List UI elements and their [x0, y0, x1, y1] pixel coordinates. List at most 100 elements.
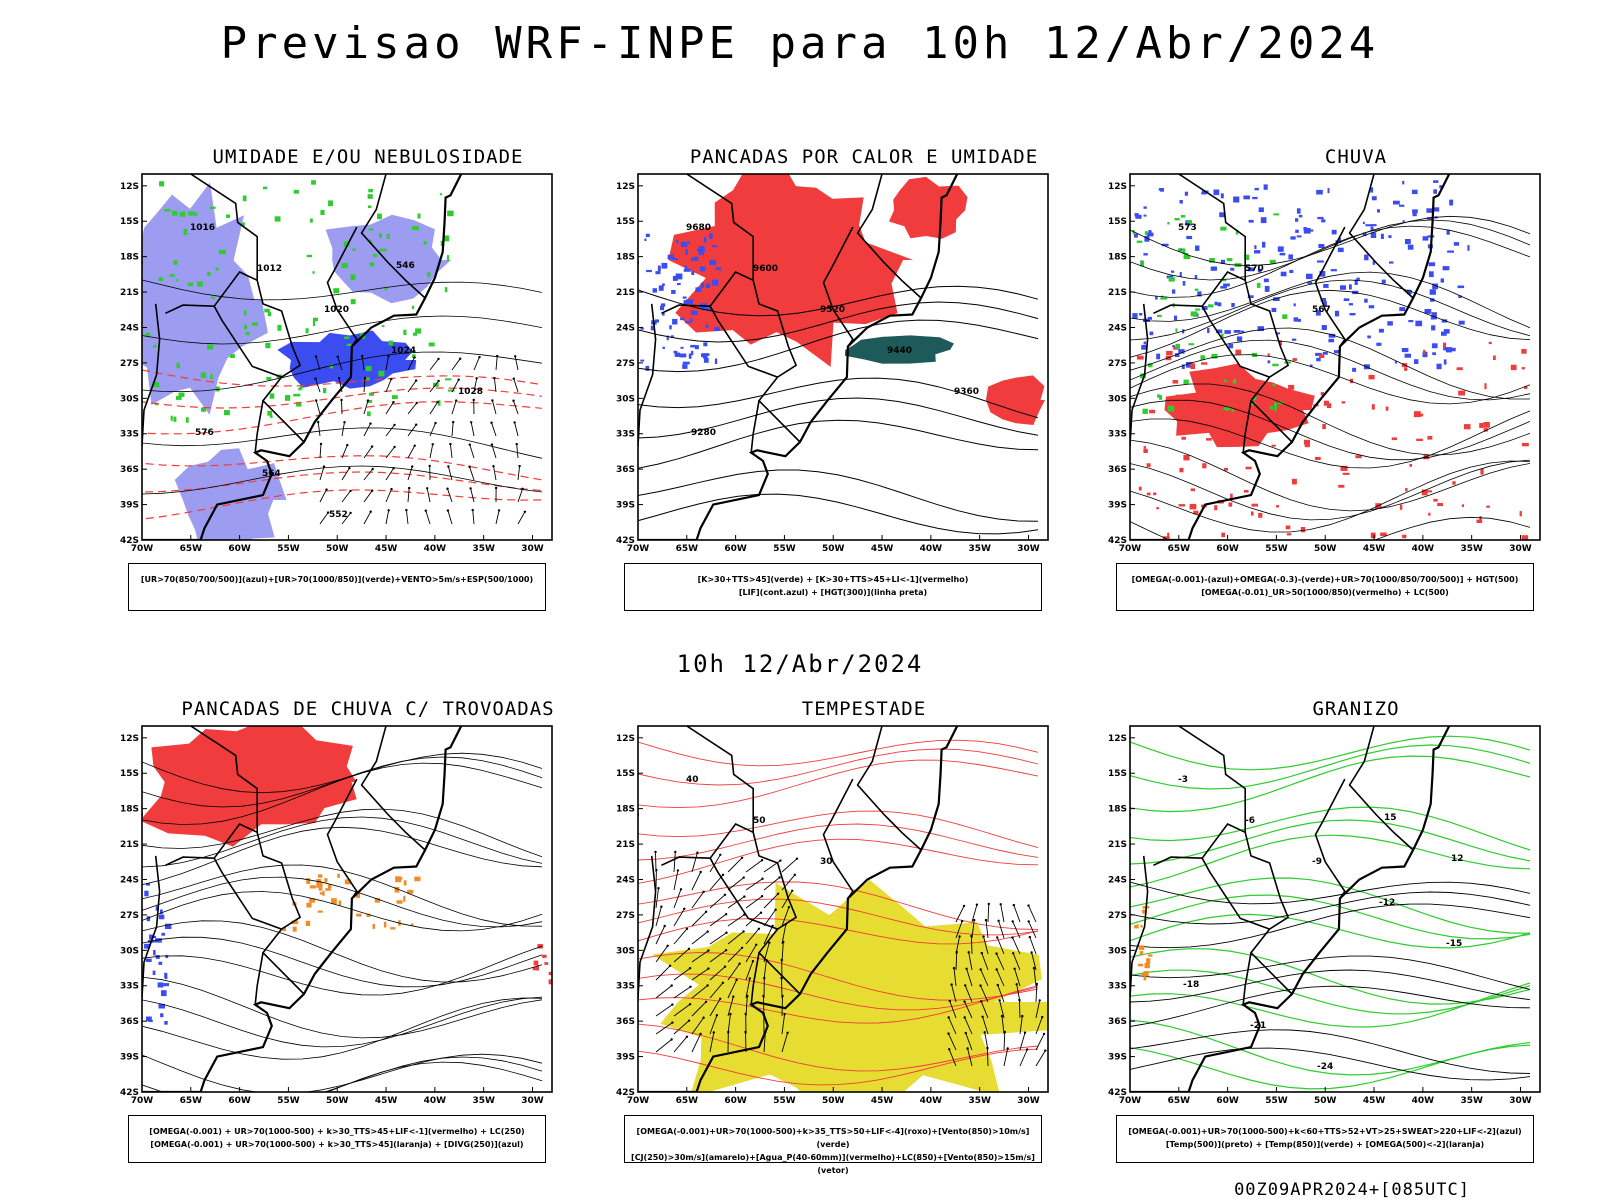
- lat-tick-label: 15S: [1108, 769, 1127, 779]
- lon-tick-label: 70W: [131, 1096, 154, 1106]
- country-border: [1348, 726, 1414, 851]
- lon-tick-label: 45W: [871, 1096, 894, 1106]
- country-border: [326, 226, 358, 347]
- lon-tick-label: 45W: [1363, 544, 1386, 554]
- plot-frame: [637, 725, 1049, 1093]
- lon-tick-label: 55W: [277, 544, 300, 554]
- country-border: [190, 726, 258, 859]
- map-chuva: 573 570 567 12S 15S 18S 21S 24S 27S 30S 33S 36S 39S 4…: [1088, 170, 1548, 554]
- lon-tick-label: 45W: [375, 544, 398, 554]
- plot-frame: [637, 173, 1049, 541]
- contour-label: -12: [1379, 898, 1395, 908]
- contour-label: 570: [1245, 264, 1264, 274]
- coastline: [142, 174, 463, 540]
- contour-label: -15: [1446, 939, 1462, 949]
- legend-line: [CJ(250)>30m/s](amarelo)+[Agua_P(40-60mm…: [631, 1153, 1035, 1175]
- lon-tick-label: 65W: [1168, 1096, 1191, 1106]
- lat-tick-label: 36S: [616, 1017, 635, 1027]
- legend-line: [OMEGA(-0.001)+UR>70(1000-500)+k>35_TTS>…: [636, 1127, 1030, 1149]
- contour-label: 1016: [190, 223, 215, 233]
- lat-tick-label: 39S: [120, 501, 139, 511]
- legend-line: [Temp(500)](preto) + [Temp(850)](verde) …: [1165, 1140, 1485, 1149]
- lat-tick-label: 42S: [616, 1088, 635, 1098]
- panel-title: UMIDADE E/OU NEBULOSIDADE: [212, 146, 524, 168]
- contour-label: 9440: [887, 346, 912, 356]
- legend-box: [OMEGA(-0.001)-(azul)+OMEGA(-0.3)-(verde…: [1116, 563, 1534, 611]
- country-border: [686, 726, 754, 859]
- main-title: Previsao WRF-INPE para 10h 12/Abr/2024: [220, 18, 1380, 69]
- lat-tick-label: 24S: [120, 875, 139, 885]
- country-border: [1130, 855, 1149, 1001]
- lon-tick-label: 60W: [1216, 1096, 1239, 1106]
- country-border: [360, 174, 426, 299]
- lon-tick-label: 70W: [627, 1096, 650, 1106]
- plot-area: [1130, 726, 1540, 1092]
- map-tempestade: 40 50 30 12S 15S 18S 21S 24S 27S 30S 33S 36S 39S 42S 7…: [596, 722, 1056, 1106]
- lat-tick-label: 18S: [1108, 805, 1127, 815]
- lat-tick-label: 18S: [616, 253, 635, 263]
- lon-tick-label: 65W: [180, 544, 203, 554]
- lat-tick-label: 30S: [120, 394, 139, 404]
- lat-tick-label: 39S: [1108, 1053, 1127, 1063]
- lat-tick-label: 42S: [1108, 536, 1127, 546]
- country-border: [661, 856, 778, 930]
- country-border: [1178, 174, 1246, 307]
- lon-tick-label: 45W: [375, 1096, 398, 1106]
- country-border: [326, 778, 358, 899]
- country-border: [750, 400, 760, 453]
- country-border: [1314, 778, 1346, 899]
- lon-tick-label: 50W: [326, 1096, 349, 1106]
- country-border: [256, 832, 305, 995]
- country-border: [254, 952, 264, 1005]
- panel-granizo: GRANIZO -3 -6 -9 -12 -15 -18 -21 -24 15 12 12S 15S 1…: [1108, 698, 1596, 1168]
- lon-tick-label: 65W: [676, 544, 699, 554]
- lon-tick-label: 70W: [1119, 544, 1142, 554]
- lon-tick-label: 60W: [724, 544, 747, 554]
- contour-label: 15: [1384, 813, 1397, 823]
- lat-tick-label: 42S: [616, 536, 635, 546]
- lon-tick-label: 35W: [472, 544, 495, 554]
- contour-label: 40: [686, 775, 699, 785]
- contour-label: 1012: [257, 264, 282, 274]
- lat-tick-label: 15S: [616, 217, 635, 227]
- contour-label: 567: [1312, 305, 1331, 315]
- coastline: [638, 726, 959, 1092]
- lon-tick-label: 55W: [773, 544, 796, 554]
- lon-tick-label: 65W: [1168, 544, 1191, 554]
- lon-tick-label: 30W: [1509, 1096, 1532, 1106]
- country-border: [254, 400, 264, 453]
- plot-frame: [1129, 173, 1541, 541]
- legend-line: [OMEGA(-0.001) + UR>70(1000-500) + k>30_…: [150, 1140, 524, 1149]
- lon-tick-label: 50W: [1314, 544, 1337, 554]
- lon-tick-label: 40W: [424, 1096, 447, 1106]
- panel-tempestade: TEMPESTADE 40 50 30 12S 15S 18S 21S 24S 27S 30S 33…: [616, 698, 1104, 1175]
- lat-tick-label: 39S: [120, 1053, 139, 1063]
- lat-tick-label: 12S: [120, 182, 139, 192]
- panel-title: CHUVA: [1324, 146, 1388, 168]
- lon-tick-label: 35W: [968, 1096, 991, 1106]
- contour-label: -3: [1178, 775, 1188, 785]
- country-border: [856, 174, 922, 299]
- country-border: [1153, 856, 1270, 930]
- lon-tick-label: 40W: [920, 544, 943, 554]
- lat-tick-label: 42S: [120, 1088, 139, 1098]
- country-border: [638, 855, 657, 1001]
- lon-tick-label: 60W: [228, 1096, 251, 1106]
- country-border: [1178, 726, 1246, 859]
- country-border: [256, 280, 305, 443]
- coastline: [1130, 174, 1451, 540]
- lon-tick-label: 70W: [131, 544, 154, 554]
- lat-tick-label: 36S: [120, 465, 139, 475]
- country-border: [1242, 400, 1252, 453]
- lat-tick-label: 18S: [120, 253, 139, 263]
- contour-label: -21: [1250, 1021, 1266, 1031]
- country-border: [1348, 174, 1414, 299]
- country-border: [752, 280, 801, 443]
- contour-label: 1020: [324, 305, 349, 315]
- coastline: [1130, 726, 1451, 1092]
- legend-box: [OMEGA(-0.001)+UR>70(1000-500)+k<60+TTS>…: [1116, 1115, 1534, 1163]
- contour-label: 30: [820, 857, 833, 867]
- country-border: [752, 832, 801, 995]
- contour-label: 9680: [686, 223, 711, 233]
